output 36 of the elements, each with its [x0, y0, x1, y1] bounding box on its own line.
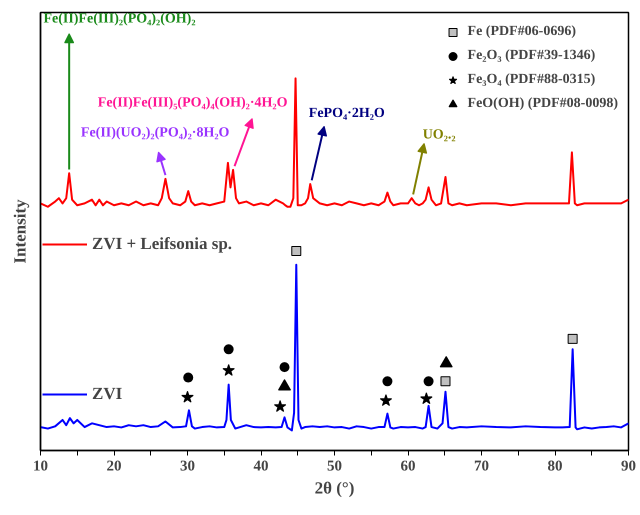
point	[181, 390, 194, 403]
x-tick-label: 80	[548, 458, 562, 474]
point	[183, 372, 194, 383]
point	[382, 376, 392, 386]
legend-label: Fe (PDF#06-0696)	[468, 24, 576, 40]
legend-label: Fe₃O₄ (PDF#88-0315)	[468, 72, 596, 88]
legend-label: ZVI	[92, 384, 122, 404]
annotation: UO₂.₂	[422, 127, 456, 142]
annotation: Fe(II)(UO₂)₂(PO₄)₂·8H₂O	[80, 126, 230, 141]
point	[291, 246, 302, 256]
point	[222, 364, 235, 376]
point	[380, 394, 392, 406]
x-tick-label: 70	[474, 458, 489, 474]
x-tick-label: 20	[106, 458, 122, 474]
point	[274, 400, 286, 412]
annotation: Fe(II)Fe(III)₂(PO₄)₂(OH)₂	[43, 11, 196, 26]
annotation: Fe(II)Fe(III)₅(PO₄)₄(OH)₂·4H₂O	[98, 95, 288, 110]
x-tick-label: 30	[180, 458, 195, 474]
y-axis-title: Intensity	[10, 198, 30, 264]
legend-label: ZVI + Leifsonia sp.	[92, 234, 232, 254]
legend-label: FeO(OH) (PDF#08-0098)	[468, 96, 618, 112]
x-tick-label: 40	[254, 458, 268, 474]
point	[280, 362, 290, 372]
point	[224, 344, 234, 354]
x-tick-label: 50	[327, 458, 342, 474]
x-tick-label: 10	[33, 458, 48, 474]
x-tick-label: 90	[621, 458, 636, 474]
point	[568, 334, 578, 344]
point	[420, 392, 433, 404]
x-axis-title: 2θ (°)	[314, 478, 354, 498]
point	[424, 376, 434, 386]
point	[278, 379, 292, 390]
x-tick-label: 60	[400, 458, 416, 474]
point	[440, 376, 450, 386]
annotation: FePO₄·2H₂O	[308, 106, 385, 121]
legend-label: Fe₂O₃ (PDF#39-1346)	[468, 48, 596, 64]
